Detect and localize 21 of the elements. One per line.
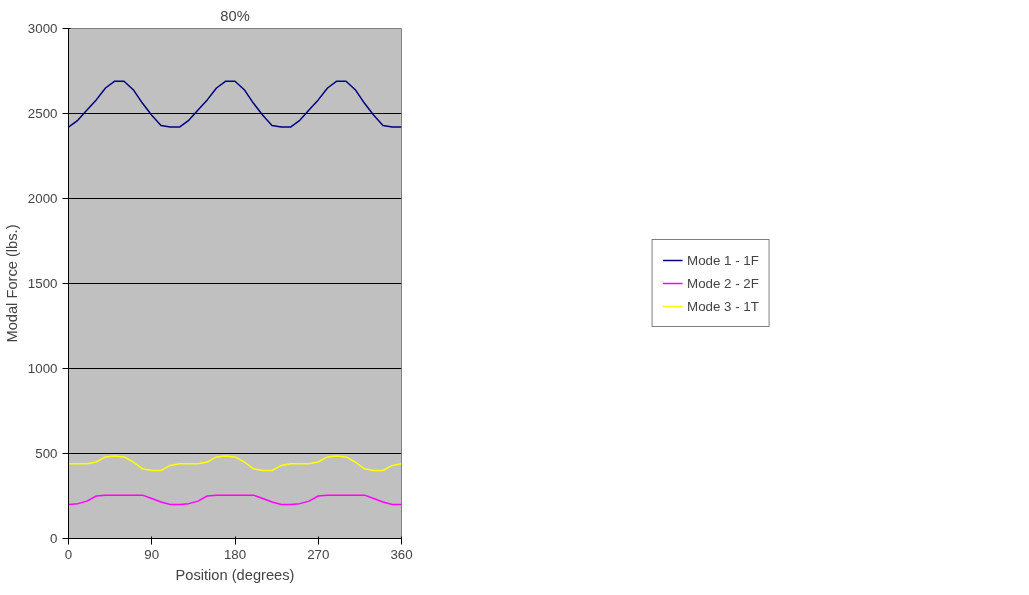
line-series	[68, 494, 402, 506]
y-tick-label: 3000	[27, 21, 58, 36]
y-tick-label: 1000	[27, 361, 58, 376]
x-tick-label: 90	[144, 546, 160, 562]
legend-label: Mode 3 - 1T	[687, 298, 759, 314]
x-axis-title: Position (degrees)	[175, 566, 295, 583]
y-axis-title: Modal Force (lbs.)	[3, 224, 20, 343]
x-tick-label: 270	[307, 546, 330, 562]
x-tick-label: 360	[390, 546, 413, 562]
legend-label: Mode 1 - 1F	[687, 252, 759, 268]
y-tick-label: 1500	[27, 276, 58, 291]
line-series	[68, 455, 402, 472]
x-tick-label: 180	[223, 546, 247, 562]
y-tick-label: 2500	[27, 106, 58, 121]
x-tick-label: 0	[64, 546, 73, 562]
y-tick-label: 2000	[27, 191, 58, 206]
y-tick-label: 0	[50, 531, 58, 546]
legend-label: Mode 2 - 2F	[687, 275, 759, 291]
chart-title: 80%	[220, 7, 250, 24]
line-series	[68, 80, 402, 128]
y-tick-label: 500	[35, 446, 58, 461]
